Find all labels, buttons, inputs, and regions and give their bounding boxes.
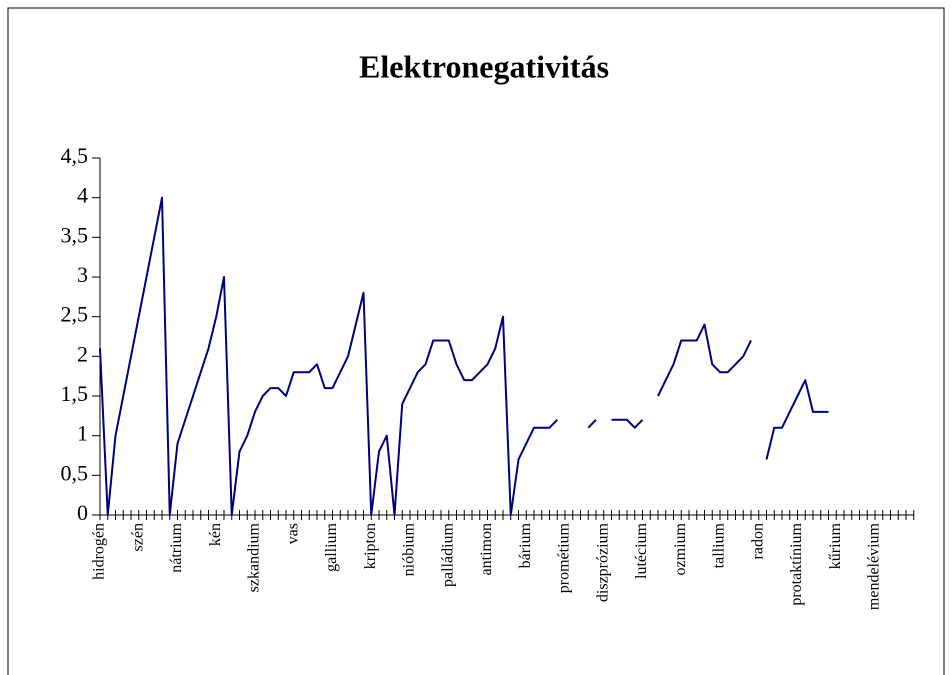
y-tick-label: 0 bbox=[77, 500, 88, 525]
y-tick-label: 4 bbox=[77, 183, 88, 208]
x-tick-label: kén bbox=[207, 523, 224, 546]
x-tick-label: hidrogén bbox=[91, 523, 108, 580]
x-tick-label: szén bbox=[129, 523, 146, 551]
y-tick-label: 1,5 bbox=[61, 381, 89, 406]
data-line bbox=[99, 196, 829, 516]
y-tick-label: 1 bbox=[77, 421, 88, 446]
x-tick-label: tallium bbox=[711, 522, 728, 568]
chart-frame bbox=[7, 7, 945, 675]
x-tick-label: mendelévium bbox=[866, 522, 883, 610]
y-tick-label: 3 bbox=[77, 262, 88, 287]
y-tick-label: 0,5 bbox=[61, 460, 89, 485]
x-tick-label: ozmium bbox=[672, 522, 689, 575]
x-tick-label: radon bbox=[749, 523, 766, 559]
x-tick-label: lutécium bbox=[633, 522, 650, 579]
x-tick-label: prométium bbox=[556, 522, 573, 593]
chart-title: Elektronegativitás bbox=[359, 48, 609, 84]
x-tick-label: gallium bbox=[323, 522, 340, 571]
x-tick-label: antimon bbox=[478, 523, 495, 575]
x-tick-label: kripton bbox=[362, 523, 379, 569]
x-tick-label: szkandium bbox=[246, 522, 263, 592]
x-tick-label: vas bbox=[284, 523, 301, 544]
y-tick-label: 2 bbox=[77, 341, 88, 366]
y-tick-label: 4,5 bbox=[61, 143, 89, 168]
x-tick-label: palládium bbox=[439, 522, 456, 587]
x-tick-label: diszprózium bbox=[594, 522, 611, 602]
y-tick-label: 2,5 bbox=[61, 302, 89, 327]
x-tick-label: protaktínium bbox=[788, 522, 805, 605]
x-tick-label: nióbium bbox=[401, 522, 418, 576]
x-tick-label: kűrium bbox=[827, 522, 844, 569]
x-tick-label: nátrium bbox=[168, 522, 185, 572]
x-tick-label: bárium bbox=[517, 522, 534, 568]
y-tick-label: 3,5 bbox=[61, 222, 89, 247]
